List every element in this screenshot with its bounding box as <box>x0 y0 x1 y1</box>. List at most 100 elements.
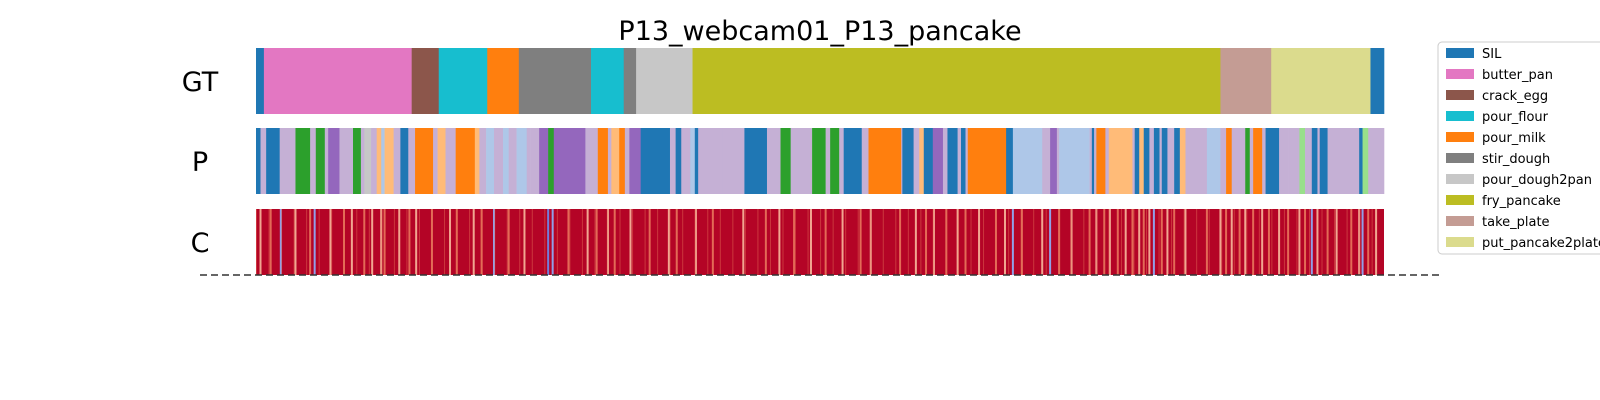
confidence-dip <box>1310 209 1313 275</box>
segment <box>611 128 620 194</box>
confidence-dip <box>711 209 714 275</box>
confidence-streak <box>757 209 759 275</box>
confidence-dip <box>383 209 386 275</box>
segment <box>640 128 671 194</box>
segment <box>923 128 934 194</box>
confidence-streak <box>481 209 483 275</box>
segment <box>376 128 382 194</box>
legend-label: take_plate <box>1482 215 1550 230</box>
segment <box>1094 128 1097 194</box>
confidence-dip <box>1361 209 1364 275</box>
confidence-dip <box>742 209 745 275</box>
confidence-dip <box>978 209 981 275</box>
segment <box>1056 128 1060 194</box>
segment <box>400 128 409 194</box>
segment <box>619 128 626 194</box>
confidence-streak <box>707 209 709 275</box>
segment <box>438 48 488 114</box>
confidence-dip <box>1335 209 1338 275</box>
confidence-dip <box>1350 209 1353 275</box>
confidence-dip <box>1095 209 1098 275</box>
confidence-dip <box>1261 209 1264 275</box>
confidence-streak <box>1095 209 1097 275</box>
confidence-dip <box>493 209 496 275</box>
confidence-streak <box>1196 209 1198 275</box>
segment <box>1262 128 1266 194</box>
confidence-dip <box>1142 209 1145 275</box>
segment <box>766 128 781 194</box>
legend-swatch <box>1446 174 1474 184</box>
confidence-dip <box>350 209 353 275</box>
legend-label: stir_dough <box>1482 152 1550 167</box>
segment <box>597 128 609 194</box>
segment <box>961 128 966 194</box>
confidence-streak <box>431 209 433 275</box>
confidence-streak <box>945 209 947 275</box>
confidence-dip <box>1238 209 1241 275</box>
segment <box>1050 128 1058 194</box>
confidence-streak <box>657 209 659 275</box>
segment <box>1059 128 1090 194</box>
confidence-dip <box>430 209 433 275</box>
segment <box>1174 128 1181 194</box>
segment <box>256 48 265 114</box>
legend-label: butter_pan <box>1482 68 1553 83</box>
segment <box>518 48 592 114</box>
segment <box>1149 128 1155 194</box>
segment <box>585 128 599 194</box>
segment <box>539 128 549 194</box>
confidence-dip <box>398 209 401 275</box>
confidence-streak <box>619 209 621 275</box>
segment <box>902 128 914 194</box>
chart-title: P13_webcam01_P13_pancake <box>618 16 1021 47</box>
confidence-dip <box>841 209 844 275</box>
legend-label: crack_egg <box>1482 89 1548 104</box>
segment <box>1159 128 1163 194</box>
segment <box>530 128 540 194</box>
confidence-dip <box>964 209 967 275</box>
segment <box>1105 128 1110 194</box>
segment <box>315 128 326 194</box>
confidence-streak <box>281 209 283 275</box>
segment <box>364 128 372 194</box>
confidence-dip <box>613 209 616 275</box>
confidence-dip <box>793 209 796 275</box>
confidence-dip <box>932 209 935 275</box>
confidence-streak <box>1359 209 1361 275</box>
confidence-streak <box>957 209 959 275</box>
segment <box>913 128 920 194</box>
confidence-dip <box>1358 209 1361 275</box>
confidence-streak <box>506 209 508 275</box>
confidence-dip <box>859 209 862 275</box>
confidence-dip <box>925 209 928 275</box>
confidence-streak <box>719 209 721 275</box>
segment <box>1249 128 1254 194</box>
confidence-dip <box>1267 209 1270 275</box>
confidence-streak <box>293 209 295 275</box>
segment <box>548 128 555 194</box>
segment <box>415 128 434 194</box>
segment <box>629 128 641 194</box>
segment <box>339 128 354 194</box>
confidence-streak <box>1133 209 1135 275</box>
segment <box>360 128 365 194</box>
confidence-streak <box>581 209 583 275</box>
confidence-streak <box>744 209 746 275</box>
confidence-dip <box>380 209 383 275</box>
segment <box>295 128 311 194</box>
confidence-streak <box>544 209 546 275</box>
confidence-streak <box>1321 209 1323 275</box>
confidence-streak <box>932 209 934 275</box>
segment <box>324 128 329 194</box>
segment <box>932 128 944 194</box>
segment <box>1327 128 1352 194</box>
confidence-dip <box>1173 209 1176 275</box>
segment <box>868 128 902 194</box>
confidence-streak <box>494 209 496 275</box>
legend-label: pour_milk <box>1482 131 1546 146</box>
row-label: C <box>191 228 210 259</box>
legend: SIL butter_pan crack_egg pour_flour pour_mil… <box>1437 41 1600 255</box>
confidence-streak <box>795 209 797 275</box>
segment <box>487 48 520 114</box>
confidence-streak <box>519 209 521 275</box>
